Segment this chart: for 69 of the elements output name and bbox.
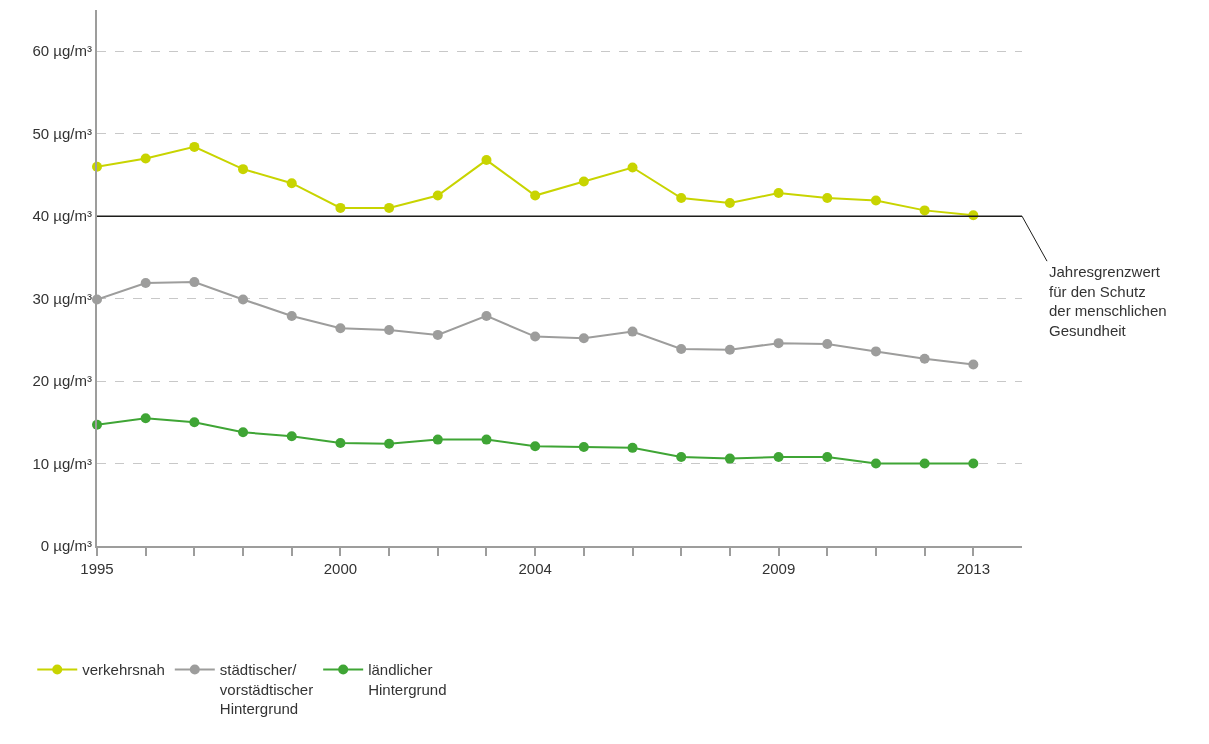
point — [822, 193, 833, 204]
y-tick-label: 40 µg/m³ — [32, 207, 92, 225]
x-tick-label: 2009 — [761, 560, 796, 577]
point — [676, 451, 687, 462]
point — [432, 329, 443, 340]
x-tick-label: 2000 — [323, 560, 358, 577]
point — [530, 190, 541, 201]
point — [286, 178, 297, 189]
y-tick-label: 30 µg/m³ — [32, 289, 92, 307]
point — [578, 333, 589, 344]
point — [919, 353, 930, 364]
point — [335, 323, 346, 334]
point — [384, 324, 395, 335]
point — [919, 458, 930, 469]
point — [968, 359, 979, 370]
point — [286, 310, 297, 321]
y-tick-label: 60 µg/m³ — [32, 42, 92, 60]
point — [432, 190, 443, 201]
y-tick-label: 20 µg/m³ — [32, 372, 92, 390]
point — [530, 441, 541, 452]
point — [676, 193, 687, 204]
point — [335, 437, 346, 448]
point — [140, 277, 151, 288]
point — [481, 310, 492, 321]
point — [189, 417, 200, 428]
point — [140, 153, 151, 164]
legend-label: städtischer/ vorstädtischer Hintergrund — [219, 661, 314, 718]
ref-line-label: Jahresgrenzwert für den Schutz der menschlichen Gesundheit — [1049, 263, 1167, 339]
point — [627, 162, 638, 173]
point — [773, 451, 784, 462]
y-tick-label: 10 µg/m³ — [32, 454, 92, 472]
legend-label: ländlicher Hintergrund — [368, 661, 447, 698]
point — [578, 442, 589, 453]
y-tick-label: 50 µg/m³ — [32, 124, 92, 142]
x-tick-label: 1995 — [80, 560, 114, 577]
point — [822, 451, 833, 462]
point — [724, 344, 735, 355]
point — [335, 202, 346, 213]
point — [384, 438, 395, 449]
x-tick-label: 2013 — [956, 560, 991, 577]
point — [822, 338, 833, 349]
point — [724, 197, 735, 208]
point — [773, 188, 784, 199]
point — [481, 434, 492, 445]
point — [384, 202, 395, 213]
point — [627, 442, 638, 453]
y-tick-label: 0 µg/m³ — [40, 537, 92, 555]
point — [189, 141, 200, 152]
point — [481, 155, 492, 166]
point — [238, 294, 249, 305]
point — [773, 338, 784, 349]
point — [627, 326, 638, 337]
point — [140, 413, 151, 424]
x-tick-label: 2004 — [518, 560, 552, 577]
point — [870, 346, 881, 357]
point — [432, 434, 443, 445]
point — [286, 431, 297, 442]
point — [919, 205, 930, 216]
point — [968, 458, 979, 469]
point — [530, 331, 541, 342]
point — [238, 427, 249, 438]
point — [870, 458, 881, 469]
point — [189, 277, 200, 288]
point — [676, 343, 687, 354]
point — [578, 176, 589, 187]
point — [724, 453, 735, 464]
legend-label: verkehrsnah — [82, 661, 165, 679]
point — [238, 164, 249, 175]
point — [870, 195, 881, 206]
